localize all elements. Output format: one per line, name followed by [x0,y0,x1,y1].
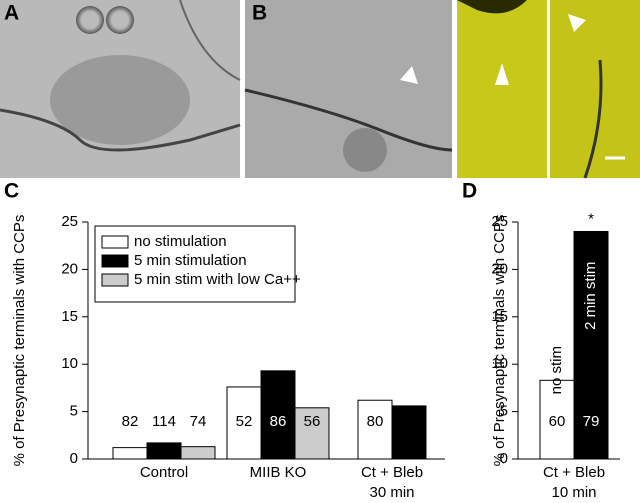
y-tick-label: 5 [500,403,508,420]
y-tick-label: 25 [61,213,78,230]
y-tick-label: 20 [491,260,508,277]
micrograph-yellow-1 [457,0,547,178]
bar [357,399,393,460]
bar-label: 52 [236,413,253,430]
legend-swatch [101,273,129,287]
y-tick-label: 10 [491,355,508,372]
y-tick-label: 20 [61,260,78,277]
legend-label: no stimulation [134,233,227,250]
bar-label: 86 [270,413,287,430]
y-tick-label: 0 [500,450,508,467]
y-tick-label: 25 [491,213,508,230]
micrograph-yellow-2 [550,0,640,179]
annotation: * [588,210,594,227]
bar-series-name: no stim [548,346,565,394]
y-tick-label: 10 [61,355,78,372]
bar [146,442,182,460]
y-tick-label: 15 [61,308,78,325]
y-tick-label: 5 [70,403,78,420]
x-tick-label: Control [140,464,188,481]
panel-label: D [462,180,477,203]
y-tick-label: 15 [491,308,508,325]
bar-label: 79 [583,413,600,430]
bar-label: 82 [122,413,139,430]
bar [180,446,216,460]
y-axis-label: % of Presynaptic terminals with CCPs [491,215,508,467]
micrograph-b [244,0,453,178]
label-line: 10 min [551,484,596,501]
bar [573,230,609,460]
legend-swatch [101,254,129,268]
bar-label: 71 [401,413,418,430]
label-line: Ct + Bleb [361,464,423,481]
label-line: MIIB KO [250,464,307,481]
panel-label: C [4,180,19,203]
x-tick-label: MIIB KO [250,464,307,481]
label-line: 30 min [369,484,414,501]
bar-label: 80 [367,413,384,430]
bar [112,447,148,460]
bar [539,379,575,460]
x-tick-label: Ct + Bleb 30 min [361,464,423,501]
panel-label: A [4,2,19,25]
legend-swatch [101,235,129,249]
legend-label: 5 min stimulation [134,252,247,269]
y-tick-label: 0 [70,450,78,467]
label-line: Ct + Bleb [543,464,605,481]
bar-label: 74 [190,413,207,430]
bar-series-name: 2 min stim [582,262,599,330]
panel-label: B [252,2,267,25]
bar-label: 56 [304,413,321,430]
bar-label: 60 [549,413,566,430]
micrograph-a [0,0,241,178]
bar [294,407,330,460]
bar [391,405,427,460]
legend-label: 5 min stim with low Ca++ [134,271,301,288]
bar-label: 114 [152,413,176,430]
label-line: Control [140,464,188,481]
x-tick-label: Ct + Bleb 10 min [543,464,605,501]
y-axis-label: % of Presynaptic terminals with CCPs [11,215,28,467]
